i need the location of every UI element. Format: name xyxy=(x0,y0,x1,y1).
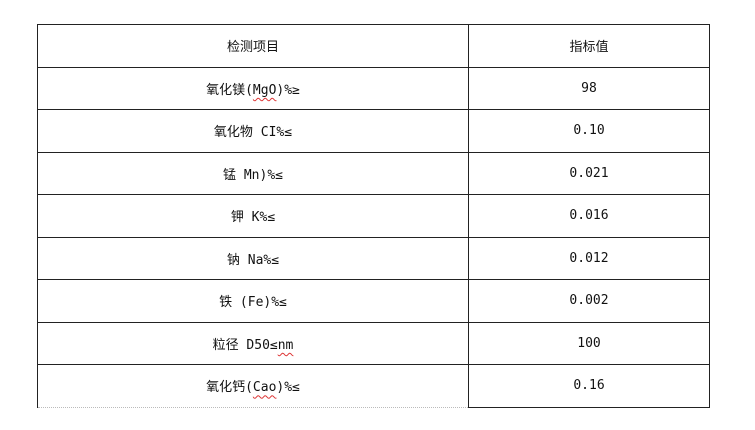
table-row: 锰 Mn)%≤ 0.021 xyxy=(37,151,710,195)
item-cell: 氧化物 CI%≤ xyxy=(37,109,469,153)
header-value: 指标值 xyxy=(468,24,710,68)
item-cell: 钾 K%≤ xyxy=(37,194,469,238)
item-text: 铁 (Fe)%≤ xyxy=(219,295,287,311)
value-cell: 0.021 xyxy=(468,151,710,195)
value-cell: 0.10 xyxy=(468,109,710,153)
table-row: 铁 (Fe)%≤ 0.002 xyxy=(37,279,710,323)
table-row: 钠 Na%≤ 0.012 xyxy=(37,236,710,280)
item-text-suffix: )%≤ xyxy=(276,380,300,396)
item-cell: 氧化钙(Cao)%≤ xyxy=(37,364,469,408)
item-cell: 钠 Na%≤ xyxy=(37,236,469,280)
item-cell: 氧化镁(MgO)%≥ xyxy=(37,66,469,110)
value-cell: 0.012 xyxy=(468,236,710,280)
item-text: 氧化镁( xyxy=(206,82,253,98)
item-cell: 粒径 D50≤nm xyxy=(37,321,469,365)
table-row: 粒径 D50≤nm 100 xyxy=(37,321,710,365)
spec-table: 检测项目 指标值 氧化镁(MgO)%≥ 98 氧化物 CI%≤ 0.10 锰 Mn)%≤… xyxy=(37,24,710,408)
item-text: 氧化物 CI%≤ xyxy=(213,125,293,141)
value-cell: 0.002 xyxy=(468,279,710,323)
value-cell: 100 xyxy=(468,321,710,365)
item-text-flagged: nm xyxy=(277,337,294,353)
item-text: 锰 Mn)%≤ xyxy=(223,167,283,183)
table-header-row: 检测项目 指标值 xyxy=(37,24,710,68)
item-cell: 铁 (Fe)%≤ xyxy=(37,279,469,323)
item-text-flagged: Cao xyxy=(252,380,277,396)
item-text: 钾 K%≤ xyxy=(230,210,276,226)
value-cell: 98 xyxy=(468,66,710,110)
table-row: 钾 K%≤ 0.016 xyxy=(37,194,710,238)
item-text-suffix: )%≥ xyxy=(276,82,300,98)
header-item: 检测项目 xyxy=(37,24,469,68)
value-cell: 0.16 xyxy=(468,364,710,408)
item-cell: 锰 Mn)%≤ xyxy=(37,151,469,195)
table-row: 氧化物 CI%≤ 0.10 xyxy=(37,109,710,153)
item-text: 粒径 D50≤ xyxy=(212,337,278,353)
table-row: 氧化钙(Cao)%≤ 0.16 xyxy=(37,364,710,408)
value-cell: 0.016 xyxy=(468,194,710,238)
item-text-flagged: MgO xyxy=(252,82,277,98)
table-row: 氧化镁(MgO)%≥ 98 xyxy=(37,66,710,110)
item-text: 钠 Na%≤ xyxy=(226,252,280,268)
item-text: 氧化钙( xyxy=(206,380,253,396)
